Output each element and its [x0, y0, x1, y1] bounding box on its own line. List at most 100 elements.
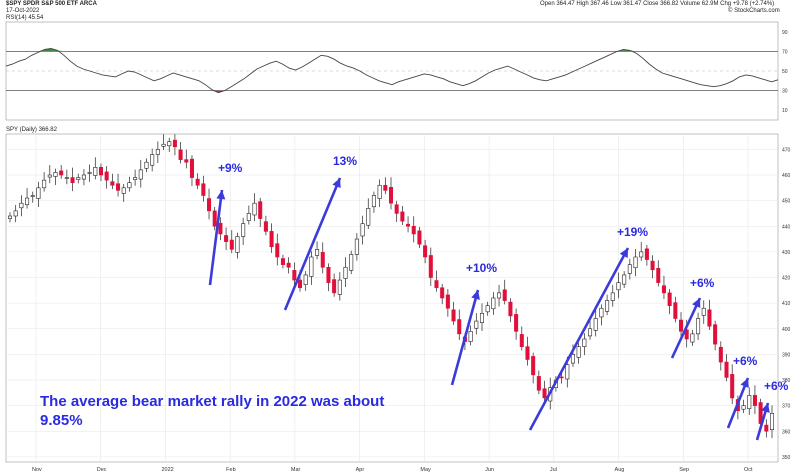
rally-percent-label: +10%: [466, 261, 497, 275]
candle-body: [747, 395, 752, 409]
candle-body: [19, 202, 24, 209]
rally-arrow: [450, 289, 480, 386]
rally-percent-label: +9%: [218, 161, 243, 175]
rally-arrowhead: [216, 190, 226, 200]
candle-body: [275, 243, 280, 258]
candle-body: [565, 364, 570, 380]
x-tick-label: Jul: [550, 467, 557, 473]
candle-body: [616, 282, 621, 291]
candle-body: [320, 252, 325, 268]
candle-body: [696, 318, 701, 335]
candle-body: [30, 195, 35, 197]
x-tick-label: Jun: [485, 467, 494, 473]
candle-body: [491, 297, 496, 310]
candle-body: [326, 266, 331, 283]
candle-body: [47, 174, 52, 178]
rally-percent-label: +6%: [764, 379, 789, 393]
candle-body: [440, 287, 445, 299]
candle-body: [576, 346, 581, 358]
candle-body: [25, 197, 30, 206]
candle-body: [116, 183, 121, 191]
candle-body: [497, 292, 502, 299]
candle-body: [536, 376, 541, 391]
price-tick-label: 460: [782, 173, 791, 179]
candle-body: [605, 300, 610, 312]
candle-body: [280, 258, 285, 265]
candle-body: [201, 183, 206, 196]
candle-body: [212, 210, 217, 227]
candle-body: [474, 320, 479, 329]
x-tick-label: Apr: [356, 467, 365, 473]
rally-arrow: [528, 247, 630, 431]
rally-arrowhead: [332, 178, 341, 189]
candle-body: [599, 307, 604, 318]
rally-arrowhead: [692, 298, 701, 309]
candle-body: [189, 158, 194, 178]
candle-body: [252, 202, 257, 216]
rally-arrow: [208, 189, 224, 286]
quote-line: Open 364.47 High 367.46 Low 361.47 Close…: [540, 1, 775, 7]
price-tick-label: 370: [782, 404, 791, 410]
candle-body: [110, 181, 115, 186]
candle-body: [127, 182, 132, 189]
candle-body: [423, 245, 428, 258]
candle-body: [258, 201, 263, 219]
rsi-tick-label: 50: [782, 69, 788, 75]
price-tick-label: 410: [782, 301, 791, 307]
candle-body: [207, 198, 212, 212]
rally-arrow: [283, 177, 342, 311]
candle-body: [707, 309, 712, 327]
candle-body: [479, 313, 485, 323]
candle-body: [235, 236, 240, 253]
x-tick-label: Aug: [615, 467, 625, 473]
candle-body: [434, 280, 439, 289]
rally-arrowhead: [740, 378, 749, 389]
candle-body: [104, 171, 109, 181]
candle-body: [661, 285, 666, 294]
candle-body: [81, 174, 86, 180]
x-tick-label: 2022: [161, 467, 173, 473]
candle-body: [315, 249, 320, 256]
price-tick-label: 440: [782, 224, 791, 230]
candle-body: [332, 279, 337, 294]
rally-arrowhead: [471, 290, 480, 300]
rsi-tick-label: 70: [782, 49, 788, 55]
candle-body: [673, 302, 678, 319]
price-tick-label: 400: [782, 327, 791, 333]
candle-body: [59, 170, 64, 176]
x-tick-label: Sep: [679, 467, 689, 473]
candle-body: [360, 223, 365, 237]
candle-body: [42, 179, 47, 189]
candle-body: [98, 167, 104, 176]
candle-body: [388, 187, 394, 204]
price-tick-label: 390: [782, 352, 791, 358]
candle-body: [7, 215, 13, 219]
candle-body: [161, 143, 166, 147]
rsi-label: RSI(14) 45.54: [6, 15, 44, 21]
candle-body: [309, 256, 314, 277]
candle-body: [144, 161, 149, 169]
price-tick-label: 470: [782, 147, 791, 153]
candle-body: [303, 274, 308, 285]
candle-body: [582, 338, 587, 347]
candle-body: [622, 274, 627, 285]
x-tick-label: Oct: [744, 467, 753, 473]
candle-body: [394, 204, 399, 214]
candle-body: [383, 184, 388, 191]
price-tick-label: 350: [782, 455, 791, 461]
candle-body: [741, 405, 746, 410]
candle-body: [263, 221, 268, 232]
rally-percent-label: 13%: [333, 154, 357, 168]
candle-body: [633, 256, 638, 269]
rsi-oversold-fill: [211, 90, 219, 93]
candle-body: [36, 187, 41, 199]
rsi-line: [5, 48, 779, 94]
candle-body: [519, 334, 524, 347]
candle-body: [241, 223, 246, 237]
candle-body: [371, 195, 376, 208]
candle-body: [508, 301, 513, 317]
candle-body: [656, 267, 661, 283]
candle-body: [172, 139, 177, 148]
x-tick-label: Nov: [32, 467, 42, 473]
